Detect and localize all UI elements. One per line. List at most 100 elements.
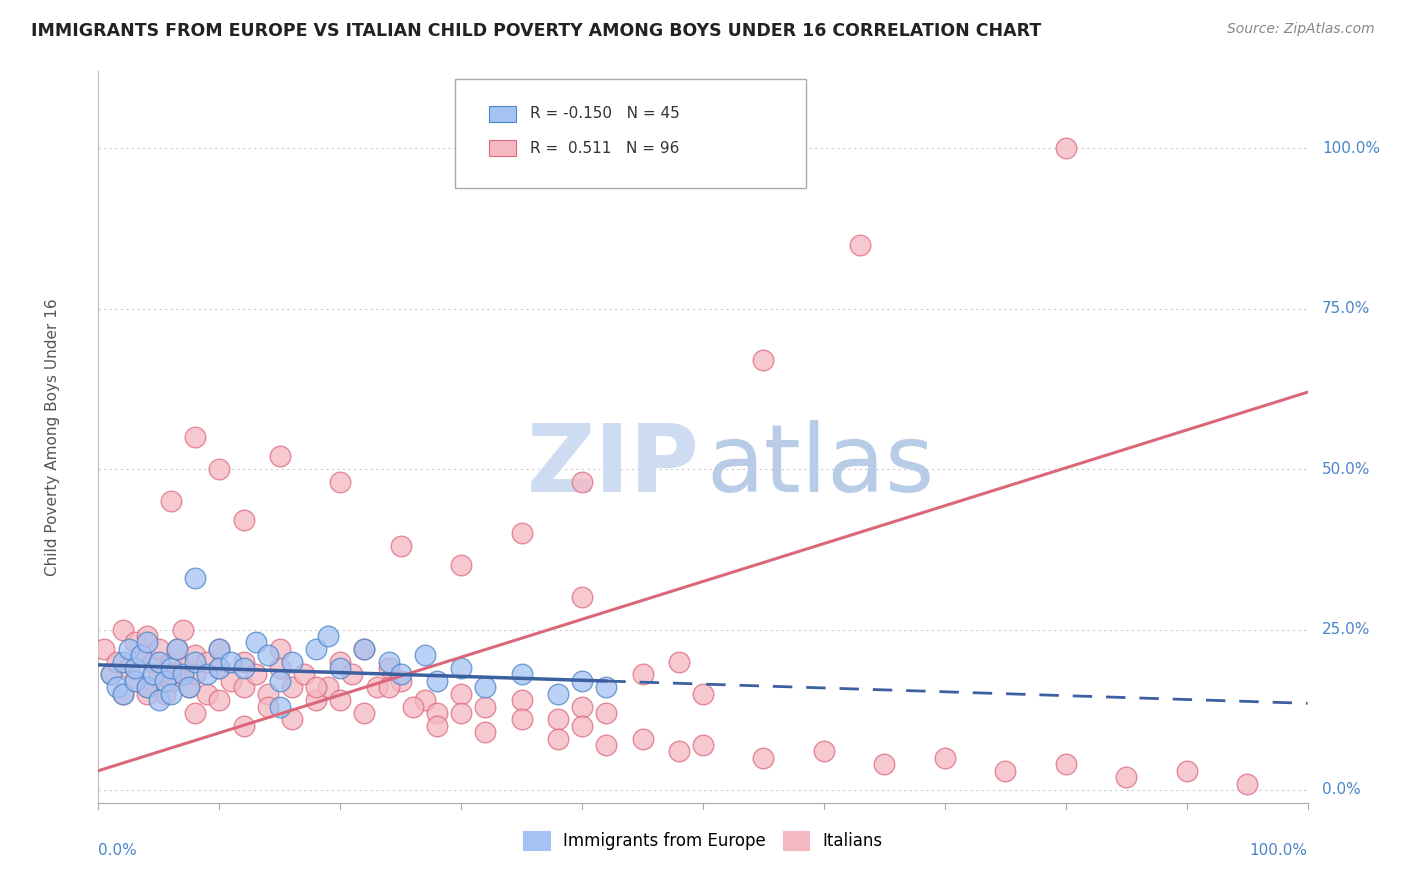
Point xyxy=(269,641,291,656)
Point xyxy=(668,655,690,669)
Point xyxy=(184,706,207,720)
Text: 0.0%: 0.0% xyxy=(1322,782,1361,797)
Point xyxy=(208,641,231,656)
Point xyxy=(148,641,170,656)
Point xyxy=(135,635,157,649)
Point xyxy=(172,661,194,675)
Point xyxy=(208,462,231,476)
Point xyxy=(124,673,146,688)
Point xyxy=(135,629,157,643)
Point xyxy=(353,641,375,656)
Point xyxy=(100,667,122,681)
Point xyxy=(124,635,146,649)
Point xyxy=(160,673,183,688)
Point xyxy=(402,699,425,714)
Point xyxy=(377,681,399,695)
Point xyxy=(124,673,146,688)
Point xyxy=(245,667,267,681)
Point xyxy=(849,237,872,252)
Point xyxy=(118,661,141,675)
Point xyxy=(160,494,183,508)
Point xyxy=(208,661,231,675)
Point xyxy=(571,699,593,714)
Point xyxy=(450,706,472,720)
Point xyxy=(1236,776,1258,790)
Point xyxy=(692,738,714,752)
Point xyxy=(135,687,157,701)
Point xyxy=(510,693,533,707)
Point xyxy=(873,757,896,772)
Point xyxy=(342,667,364,681)
Text: IMMIGRANTS FROM EUROPE VS ITALIAN CHILD POVERTY AMONG BOYS UNDER 16 CORRELATION : IMMIGRANTS FROM EUROPE VS ITALIAN CHILD … xyxy=(31,22,1042,40)
Point xyxy=(232,681,254,695)
Text: 100.0%: 100.0% xyxy=(1250,843,1308,858)
Point xyxy=(135,681,157,695)
Point xyxy=(148,693,170,707)
Point xyxy=(256,699,278,714)
Point xyxy=(595,706,617,720)
Point xyxy=(281,655,304,669)
Point xyxy=(353,641,375,656)
Point xyxy=(377,661,399,675)
Point xyxy=(184,648,207,663)
Point xyxy=(994,764,1017,778)
Point xyxy=(316,681,339,695)
Point xyxy=(595,681,617,695)
Point xyxy=(269,673,291,688)
Point xyxy=(153,673,176,688)
Point xyxy=(160,661,183,675)
Point xyxy=(426,706,449,720)
Point xyxy=(316,629,339,643)
Point xyxy=(142,655,165,669)
Point xyxy=(111,687,134,701)
Text: R = -0.150   N = 45: R = -0.150 N = 45 xyxy=(530,106,681,121)
Text: Child Poverty Among Boys Under 16: Child Poverty Among Boys Under 16 xyxy=(45,298,60,576)
Point xyxy=(413,648,436,663)
Point xyxy=(353,706,375,720)
Point xyxy=(329,693,352,707)
FancyBboxPatch shape xyxy=(489,140,516,156)
Point xyxy=(571,591,593,605)
Point xyxy=(571,719,593,733)
Text: 0.0%: 0.0% xyxy=(98,843,138,858)
Point xyxy=(124,661,146,675)
Point xyxy=(389,673,412,688)
Point xyxy=(547,731,569,746)
Point xyxy=(256,648,278,663)
Text: Source: ZipAtlas.com: Source: ZipAtlas.com xyxy=(1227,22,1375,37)
Point xyxy=(1054,757,1077,772)
Point xyxy=(571,475,593,489)
Point xyxy=(142,667,165,681)
Point xyxy=(366,681,388,695)
Point xyxy=(148,667,170,681)
Point xyxy=(305,681,328,695)
Point xyxy=(184,571,207,585)
Text: 25.0%: 25.0% xyxy=(1322,622,1371,637)
FancyBboxPatch shape xyxy=(456,78,806,188)
Point xyxy=(426,719,449,733)
Point xyxy=(305,693,328,707)
Point xyxy=(208,693,231,707)
Point xyxy=(281,681,304,695)
Point xyxy=(135,681,157,695)
Point xyxy=(292,667,315,681)
Point xyxy=(179,681,201,695)
Point xyxy=(111,623,134,637)
Text: 100.0%: 100.0% xyxy=(1322,141,1381,156)
Point xyxy=(111,655,134,669)
Text: R =  0.511   N = 96: R = 0.511 N = 96 xyxy=(530,141,679,156)
Point xyxy=(1115,770,1137,784)
Point xyxy=(160,667,183,681)
Point xyxy=(377,655,399,669)
Point xyxy=(105,681,128,695)
Point xyxy=(111,687,134,701)
Point xyxy=(184,667,207,681)
Point xyxy=(813,744,835,758)
Point xyxy=(389,667,412,681)
Point xyxy=(105,655,128,669)
Point xyxy=(160,655,183,669)
Point xyxy=(221,655,243,669)
Point xyxy=(281,712,304,726)
Point xyxy=(474,725,496,739)
Text: 75.0%: 75.0% xyxy=(1322,301,1371,317)
